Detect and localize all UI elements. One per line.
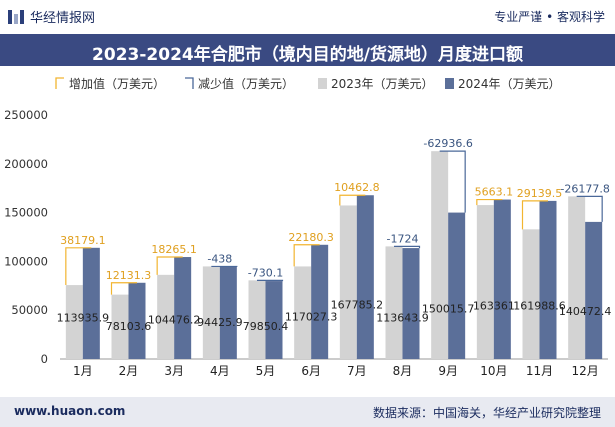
x-tick-label: 11月: [526, 364, 553, 378]
x-tick-label: 8月: [393, 364, 413, 378]
value-label: 78103.6: [106, 320, 152, 333]
bar-2023: [111, 294, 129, 359]
bar-2024: [356, 195, 374, 359]
increase-bracket: [65, 247, 92, 286]
bar-2023: [476, 205, 494, 359]
bar-2023: [248, 280, 266, 359]
increase-bracket: [476, 198, 503, 206]
x-tick-label: 12月: [572, 364, 599, 378]
x-tick-label: 3月: [164, 364, 184, 378]
x-tick-label: 6月: [301, 364, 321, 378]
bar-2024: [311, 244, 329, 359]
value-label: 167785.2: [331, 298, 384, 311]
increase-bracket: [339, 194, 366, 206]
chart: 增加值（万美元） 减少值（万美元） 2023年（万美元） 2024年（万美元） 0 500…: [4, 76, 612, 378]
change-label: -1724: [387, 232, 419, 245]
brand-logo-icon: [8, 9, 24, 24]
increase-bracket: [110, 282, 137, 295]
value-label: 104476.2: [148, 314, 201, 327]
legend-increase-swatch: [55, 77, 64, 89]
bar-2023: [202, 266, 220, 359]
bar-2024: [265, 281, 283, 359]
bar-2024: [219, 266, 237, 359]
brand-name: 华经情报网: [30, 11, 96, 26]
y-tick-label: 100000: [4, 254, 48, 268]
change-label: 5663.1: [475, 186, 514, 199]
legend-label-3: 2024年（万美元）: [458, 77, 561, 91]
brand[interactable]: 华经情报网: [8, 7, 95, 26]
change-label: -730.1: [248, 266, 283, 279]
x-tick-label: 10月: [480, 364, 507, 378]
legend-swatch-2: [318, 78, 327, 89]
bar-2024: [493, 199, 511, 359]
value-label: 161988.6: [513, 300, 566, 313]
y-tick-label: 250000: [4, 108, 48, 122]
change-label: 38179.1: [60, 234, 106, 247]
x-tick-label: 2月: [119, 364, 139, 378]
decrease-bracket: [257, 279, 284, 282]
change-label: -438: [207, 252, 232, 265]
bar-2023: [157, 274, 175, 359]
decrease-bracket: [439, 150, 466, 213]
data-source: 数据来源：中国海关，华经产业研究院整理: [372, 406, 601, 420]
increase-bracket: [521, 200, 548, 230]
decrease-bracket: [394, 245, 421, 249]
bar-2023: [294, 266, 312, 359]
value-label: 94425.9: [197, 316, 243, 329]
increase-bracket: [293, 244, 320, 267]
tagline: 专业严谨 • 客观科学: [494, 10, 605, 24]
bar-2024: [82, 247, 100, 359]
bar-2023: [385, 246, 403, 359]
bar-2024: [448, 212, 466, 359]
value-label: 163361: [473, 299, 515, 312]
legend-label-0: 增加值（万美元）: [69, 76, 165, 91]
change-label: 12131.3: [106, 269, 152, 282]
value-label: 79850.4: [243, 320, 289, 333]
x-tick-label: 4月: [210, 364, 230, 378]
value-label: 140472.4: [559, 305, 612, 318]
legend-label-2: 2023年（万美元）: [331, 77, 434, 91]
change-label: 10462.8: [334, 181, 380, 194]
legend-label-1: 减少值（万美元）: [198, 76, 294, 91]
footer: www.huaon.com 数据来源：中国海关，华经产业研究院整理: [0, 397, 615, 427]
change-label: -62936.6: [423, 137, 472, 150]
decrease-bracket: [576, 195, 603, 222]
change-label: 18265.1: [151, 243, 197, 256]
bar-2023: [65, 285, 83, 359]
top-bar: 华经情报网 专业严谨 • 客观科学: [0, 0, 615, 30]
value-label: 150015.7: [422, 303, 475, 316]
bar-2024: [174, 257, 192, 359]
title-bar: 2023-2024年合肥市（境内目的地/货源地）月度进口额: [0, 34, 615, 66]
change-label: 22180.3: [288, 231, 334, 244]
bar-2024: [585, 221, 603, 359]
legend-decrease-swatch: [185, 77, 194, 89]
site-link[interactable]: www.huaon.com: [14, 404, 126, 418]
bar-2023: [431, 151, 449, 359]
bar-2024: [402, 248, 420, 359]
bar-2023: [522, 229, 540, 359]
increase-bracket: [156, 256, 183, 275]
y-tick-label: 0: [41, 352, 48, 366]
chart-title: 2023-2024年合肥市（境内目的地/货源地）月度进口额: [92, 45, 523, 65]
x-tick-label: 1月: [73, 364, 93, 378]
y-tick-label: 200000: [4, 157, 48, 171]
x-tick-label: 9月: [438, 364, 458, 378]
bar-2024: [128, 282, 146, 359]
y-tick-label: 150000: [4, 206, 48, 220]
bar-2023: [568, 196, 586, 359]
x-tick-label: 7月: [347, 364, 367, 378]
change-label: 29139.5: [517, 187, 563, 200]
legend-swatch-3: [445, 78, 454, 89]
value-label: 113935.9: [57, 311, 110, 324]
y-tick-label: 50000: [11, 303, 48, 317]
value-label: 113643.9: [376, 312, 429, 325]
x-tick-label: 5月: [256, 364, 276, 378]
bar-2023: [339, 205, 357, 359]
value-label: 117027.3: [285, 311, 338, 324]
change-label: -26177.8: [560, 182, 609, 195]
bar-2024: [539, 200, 557, 359]
